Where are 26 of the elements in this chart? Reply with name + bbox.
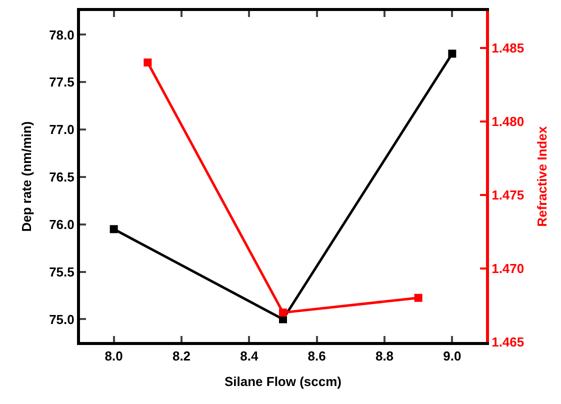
y-tick-label: 76.0 xyxy=(49,216,74,232)
y-tick-label: 77.5 xyxy=(49,74,74,90)
y-tick-label: 75.5 xyxy=(49,264,74,280)
y-tick-label: 75.0 xyxy=(49,312,74,327)
x-tick-label: 8.8 xyxy=(375,348,394,364)
y2-axis-title: Refractive Index xyxy=(534,126,550,227)
y2-tick-label: 1.470 xyxy=(492,260,524,276)
y2-tick-label: 1.465 xyxy=(492,334,524,350)
x-tick-label: 8.2 xyxy=(172,348,191,364)
x-tick-label: 8.6 xyxy=(308,348,326,364)
point xyxy=(144,58,152,66)
x-axis-title: Silane Flow (sccm) xyxy=(224,374,342,390)
point xyxy=(414,294,422,302)
x-tick-label: 9.0 xyxy=(443,348,462,364)
y-tick-label: 76.5 xyxy=(49,170,74,185)
y2-tick-label: 1.485 xyxy=(492,40,524,56)
y-tick-label: 78.0 xyxy=(49,27,74,42)
y2-tick-label: 1.475 xyxy=(492,187,524,202)
x-tick-label: 8.4 xyxy=(240,348,259,364)
x-tick-label: 8.0 xyxy=(104,348,123,364)
y-tick-label: 77.0 xyxy=(49,122,74,138)
point xyxy=(279,308,287,317)
point xyxy=(448,50,456,58)
y2-tick-label: 1.480 xyxy=(492,114,524,129)
point xyxy=(110,225,118,234)
y-axis-title: Dep rate (nm/min) xyxy=(19,121,34,232)
